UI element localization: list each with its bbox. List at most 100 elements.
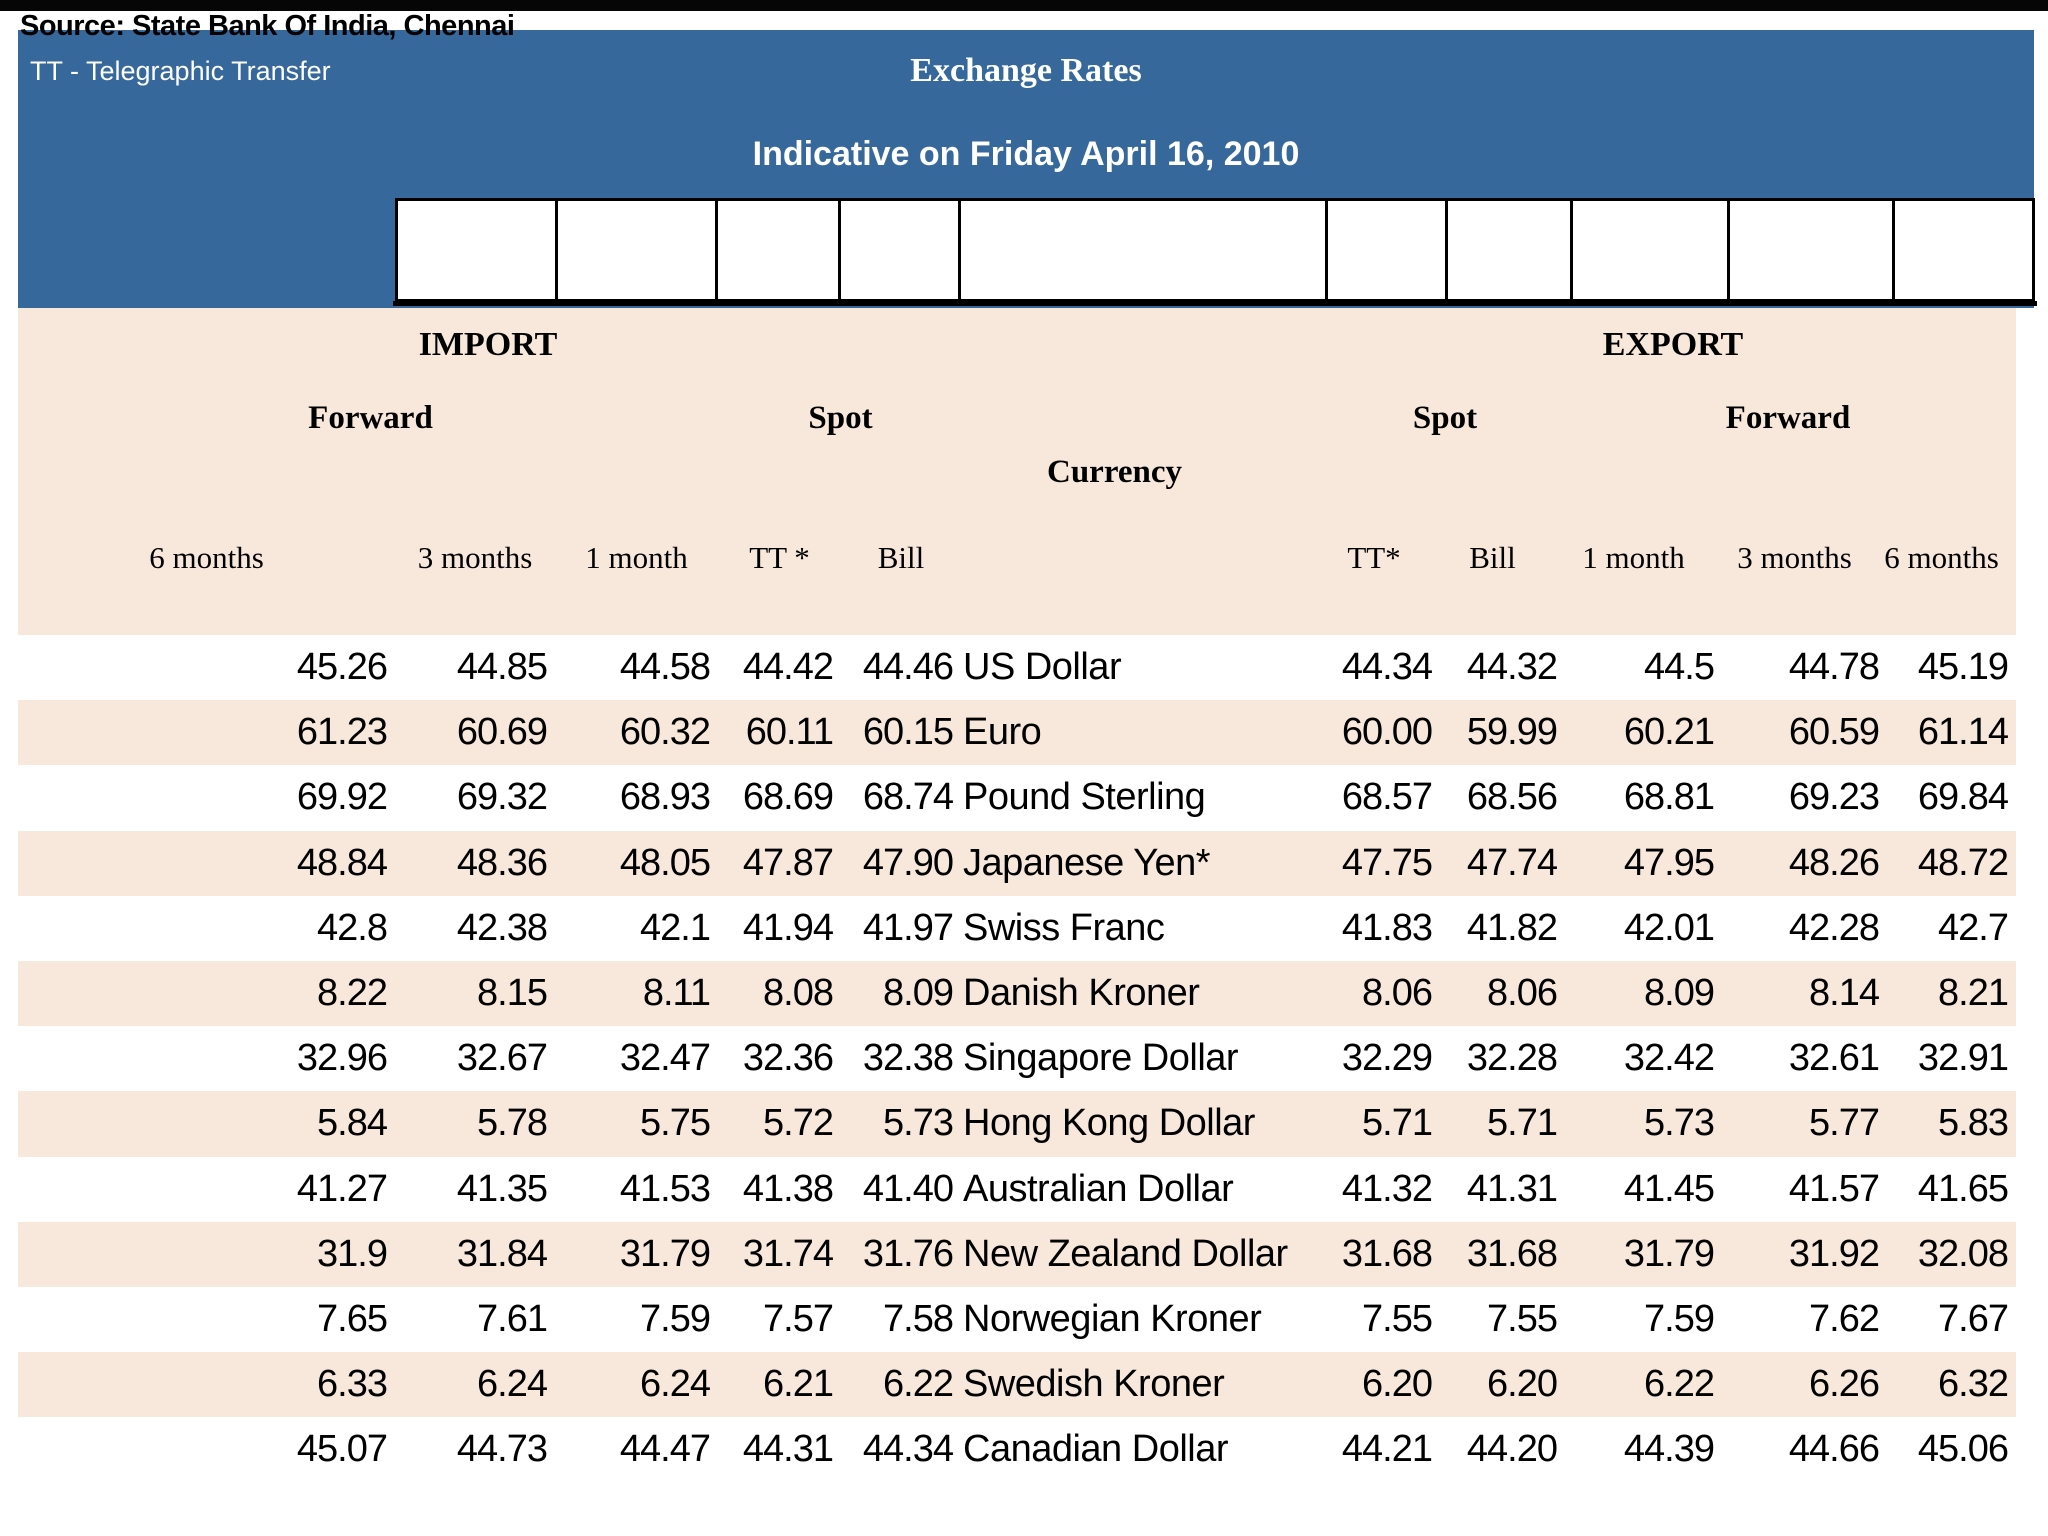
cell-export-tt: 60.00 [1341, 711, 1433, 754]
cell-import-bill: 41.40 [862, 1167, 954, 1210]
cell-export-6-months: 48.72 [1917, 841, 2009, 884]
cell-import-3-months: 32.67 [456, 1037, 548, 1080]
cell-import-6-months: 31.9 [317, 1232, 388, 1275]
cell-export-6-months: 32.91 [1917, 1037, 2009, 1080]
cell-currency-name: Euro [963, 711, 1042, 754]
cell-export-bill: 44.20 [1466, 1428, 1558, 1471]
empty-cell [1727, 198, 1892, 302]
cell-import-tt: 32.36 [742, 1037, 834, 1080]
empty-cell [715, 198, 838, 302]
cell-import-bill: 60.15 [862, 711, 954, 754]
cell-import-3-months: 44.73 [456, 1428, 548, 1471]
table-row: 8.22 8.15 8.11 8.08 8.09 Danish Kroner 8… [18, 960, 2016, 1027]
cell-export-6-months: 45.06 [1917, 1428, 2009, 1471]
cell-export-6-months: 69.84 [1917, 776, 2009, 819]
cell-export-1-month: 68.81 [1623, 776, 1715, 819]
cell-export-tt: 6.20 [1362, 1363, 1433, 1406]
cell-import-bill: 47.90 [862, 841, 954, 884]
cell-export-tt: 44.34 [1341, 646, 1433, 689]
cell-import-1-month: 32.47 [619, 1037, 711, 1080]
cell-export-1-month: 41.45 [1623, 1167, 1715, 1210]
cell-import-3-months: 60.69 [456, 711, 548, 754]
cell-import-tt: 6.21 [763, 1363, 834, 1406]
tt-abbreviation-note: TT - Telegraphic Transfer [30, 56, 331, 86]
cell-export-bill: 59.99 [1466, 711, 1558, 754]
cell-import-3-months: 41.35 [456, 1167, 548, 1210]
cell-export-3-months: 6.26 [1809, 1363, 1880, 1406]
cell-import-tt: 68.69 [742, 776, 834, 819]
cell-import-bill: 41.97 [862, 906, 954, 949]
table-row: 32.96 32.67 32.47 32.36 32.38 Singapore … [18, 1026, 2016, 1091]
cell-export-3-months: 7.62 [1809, 1297, 1880, 1340]
cell-export-1-month: 32.42 [1623, 1037, 1715, 1080]
group-export-forward: Forward [1725, 400, 1851, 436]
cell-import-bill: 32.38 [862, 1037, 954, 1080]
table-row: 31.9 31.84 31.79 31.74 31.76 New Zealand… [18, 1221, 2016, 1287]
empty-cell [838, 198, 958, 302]
cell-import-3-months: 69.32 [456, 776, 548, 819]
cell-import-6-months: 45.26 [296, 646, 388, 689]
cell-currency-name: Japanese Yen* [963, 841, 1211, 884]
cell-import-1-month: 68.93 [619, 776, 711, 819]
col-import-bill: Bill [877, 540, 925, 575]
col-import-3-months: 3 months [417, 540, 533, 575]
table-rows: 45.26 44.85 44.58 44.42 44.46 US Dollar … [18, 635, 2016, 1482]
cell-import-tt: 5.72 [763, 1102, 834, 1145]
cell-export-bill: 41.31 [1466, 1167, 1558, 1210]
col-export-1-month: 1 month [1582, 540, 1685, 575]
cell-export-6-months: 41.65 [1917, 1167, 2009, 1210]
cell-export-tt: 32.29 [1341, 1037, 1433, 1080]
cell-import-1-month: 8.11 [642, 972, 711, 1015]
column-header-band [18, 308, 2016, 635]
group-import-spot: Spot [808, 400, 873, 436]
cell-import-bill: 44.46 [862, 646, 954, 689]
cell-import-1-month: 31.79 [619, 1232, 711, 1275]
cell-export-3-months: 32.61 [1788, 1037, 1880, 1080]
cell-export-1-month: 42.01 [1623, 906, 1715, 949]
cell-export-tt: 44.21 [1341, 1428, 1433, 1471]
cell-import-6-months: 45.07 [296, 1428, 388, 1471]
cell-import-3-months: 31.84 [456, 1232, 548, 1275]
cell-currency-name: Danish Kroner [963, 972, 1200, 1015]
section-import: IMPORT [418, 326, 558, 363]
cell-import-6-months: 6.33 [317, 1363, 388, 1406]
top-black-bar [0, 0, 2048, 11]
cell-export-6-months: 42.7 [1938, 906, 2009, 949]
cell-export-tt: 41.32 [1341, 1167, 1433, 1210]
cell-import-tt: 44.31 [742, 1428, 834, 1471]
table-row: 45.26 44.85 44.58 44.42 44.46 US Dollar … [18, 635, 2016, 700]
cell-export-tt: 41.83 [1341, 906, 1433, 949]
cell-export-1-month: 47.95 [1623, 841, 1715, 884]
cell-currency-name: Pound Sterling [963, 776, 1206, 819]
cell-export-6-months: 6.32 [1938, 1363, 2009, 1406]
table-row: 7.65 7.61 7.59 7.57 7.58 Norwegian Krone… [18, 1287, 2016, 1352]
cell-export-6-months: 5.83 [1938, 1102, 2009, 1145]
cell-import-6-months: 7.65 [317, 1297, 388, 1340]
cell-import-1-month: 5.75 [640, 1102, 711, 1145]
cell-export-1-month: 8.09 [1644, 972, 1715, 1015]
cell-import-tt: 60.11 [745, 711, 834, 754]
cell-import-1-month: 42.1 [640, 906, 711, 949]
page-subtitle: Indicative on Friday April 16, 2010 [752, 135, 1300, 173]
cell-import-6-months: 8.22 [317, 972, 388, 1015]
cell-import-6-months: 41.27 [296, 1167, 388, 1210]
cell-export-bill: 8.06 [1487, 972, 1558, 1015]
empty-cell [958, 198, 1325, 302]
table-row: 5.84 5.78 5.75 5.72 5.73 Hong Kong Dolla… [18, 1091, 2016, 1157]
cell-export-3-months: 8.14 [1809, 972, 1880, 1015]
cell-export-bill: 47.74 [1466, 841, 1558, 884]
cell-import-bill: 6.22 [883, 1363, 954, 1406]
table-row: 48.84 48.36 48.05 47.87 47.90 Japanese Y… [18, 830, 2016, 896]
cell-export-tt: 47.75 [1341, 841, 1433, 884]
empty-cell [1892, 198, 2035, 302]
cell-export-1-month: 44.5 [1644, 646, 1715, 689]
cell-export-3-months: 5.77 [1809, 1102, 1880, 1145]
col-import-6-months: 6 months [149, 540, 264, 575]
cell-currency-name: Canadian Dollar [963, 1428, 1229, 1471]
cell-import-tt: 44.42 [742, 646, 834, 689]
cell-import-3-months: 5.78 [477, 1102, 548, 1145]
cell-import-6-months: 42.8 [317, 906, 388, 949]
cell-export-bill: 31.68 [1466, 1232, 1558, 1275]
section-export: EXPORT [1602, 326, 1744, 363]
